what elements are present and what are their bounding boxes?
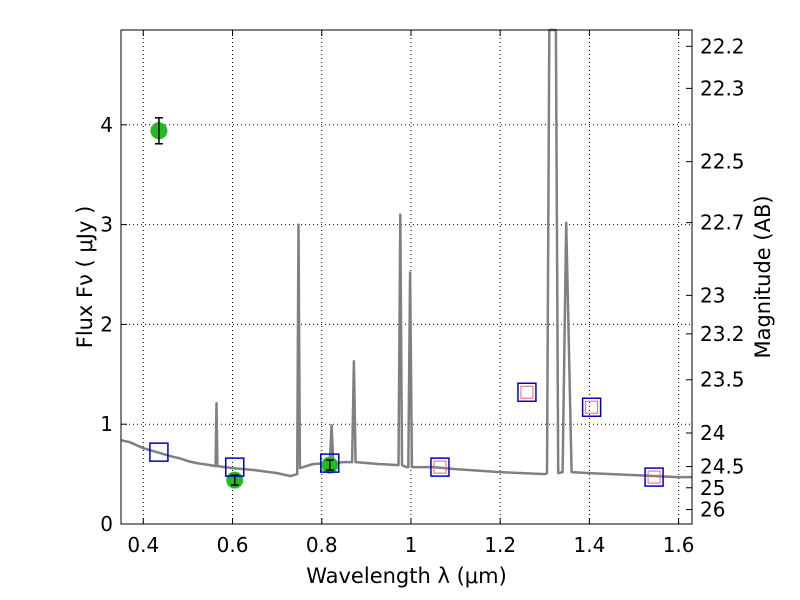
model-square-marker [644,467,664,487]
y2-tick-label: 23.2 [700,322,745,346]
model-square-marker [149,442,169,462]
model-inner-square-marker [585,400,599,414]
y2-tick-label: 22.2 [700,34,745,58]
y-tick-label: 4 [100,113,113,137]
x-tick-label: 0.4 [127,533,159,557]
y-tick-label: 0 [100,512,113,536]
spectrum-series [120,28,692,479]
y2-tick-label: 24.5 [700,455,745,479]
photometry-markers [149,117,664,489]
model-square-marker [320,453,340,473]
x-tick-label: 1.4 [573,533,605,557]
x-tick-label: 1.2 [484,533,516,557]
x-tick-label: 1 [405,533,418,557]
x-tick-label: 0.8 [306,533,338,557]
y2-tick-label: 26 [700,498,725,522]
model-square-marker [581,397,602,417]
spectrum-line [120,28,692,479]
y-axis-label: Flux Fν ( μJy ) [73,206,97,349]
y-tick-label: 1 [100,412,113,436]
y2-tick-label: 22.3 [700,76,745,100]
plot-frame [120,29,693,525]
model-square-marker [430,457,450,477]
x-axis-label: Wavelength λ (μm) [306,564,507,588]
y2-tick-label: 24 [700,421,725,445]
y2-tick-label: 22.7 [700,211,745,235]
y-tick-label: 3 [100,213,113,237]
grid [121,30,692,525]
y2-tick-label: 23 [700,283,725,307]
y2-tick-label: 25 [700,476,725,500]
model-square-marker [517,382,537,403]
model-inner-square-marker [433,460,447,474]
y2-tick-label: 22.5 [700,150,745,174]
y-tick-label: 2 [100,312,113,336]
model-square-marker [225,457,245,477]
model-inner-square-marker [520,385,534,399]
model-inner-square-marker [647,470,661,484]
axis-ticks: 0.4 0.6 0.8 1 1.2 1.4 1.60123422.222.322.522.7… [100,30,745,557]
x-tick-label: 1.6 [663,533,695,557]
y2-tick-label: 23.5 [700,368,745,392]
y2-axis-label: Magnitude (AB) [751,195,775,358]
x-tick-label: 0.6 [217,533,249,557]
